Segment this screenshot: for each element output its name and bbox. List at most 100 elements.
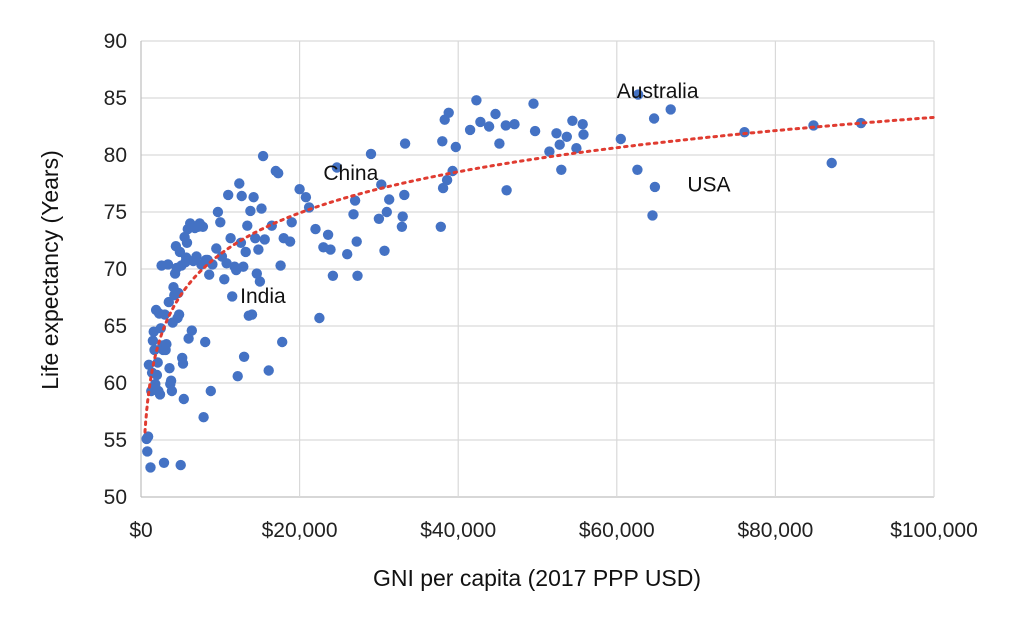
data-point <box>648 113 660 124</box>
data-point <box>191 251 202 262</box>
data-point <box>212 206 224 218</box>
data-point <box>556 164 567 175</box>
data-point <box>471 95 482 106</box>
data-point <box>464 124 476 136</box>
data-point <box>175 459 186 471</box>
data-point <box>219 274 230 285</box>
data-point <box>571 143 582 154</box>
data-point <box>647 210 658 221</box>
data-point <box>632 164 643 175</box>
data-point <box>397 211 408 222</box>
data-point <box>331 162 343 173</box>
data-point <box>165 375 177 386</box>
x-tick-label: $40,000 <box>420 519 496 542</box>
data-point <box>381 206 392 218</box>
data-point <box>567 115 578 127</box>
y-tick-label: 65 <box>104 315 127 338</box>
data-point <box>154 389 166 400</box>
data-point <box>240 246 251 258</box>
data-point <box>215 217 226 228</box>
data-point <box>181 237 193 248</box>
data-point <box>348 209 359 220</box>
y-tick-label: 60 <box>104 372 127 395</box>
data-point <box>483 121 495 132</box>
data-point <box>577 119 588 130</box>
x-tick-label: $80,000 <box>737 519 813 542</box>
data-point <box>649 181 661 193</box>
data-point <box>551 128 562 139</box>
data-point <box>251 268 262 279</box>
y-tick-label: 55 <box>104 429 127 452</box>
data-point <box>561 131 572 142</box>
data-point <box>205 385 216 397</box>
data-point <box>164 363 175 374</box>
data-point <box>314 312 325 324</box>
data-point <box>225 233 236 244</box>
x-tick-label: $0 <box>129 519 152 542</box>
country-annotations: Australia China USA India <box>240 80 730 308</box>
data-point <box>198 412 209 423</box>
y-tick-label: 75 <box>104 201 127 224</box>
data-points <box>141 89 867 473</box>
data-point <box>351 236 362 247</box>
data-point <box>665 104 676 115</box>
x-axis-title: GNI per capita (2017 PPP USD) <box>373 565 701 591</box>
data-point <box>396 221 408 232</box>
data-point <box>349 195 361 206</box>
data-point <box>437 136 448 147</box>
data-point <box>257 150 269 162</box>
data-point <box>322 229 334 240</box>
annotation-india: India <box>240 285 286 308</box>
data-point <box>310 223 321 235</box>
gridlines <box>140 40 935 498</box>
x-tick-label: $20,000 <box>262 519 338 542</box>
data-point <box>325 244 336 255</box>
data-point <box>294 184 305 195</box>
data-point <box>826 157 837 169</box>
data-point <box>475 116 486 128</box>
data-point <box>615 133 626 145</box>
data-point <box>250 233 261 244</box>
data-point <box>204 269 215 280</box>
data-point <box>509 119 520 130</box>
y-tick-label: 50 <box>104 486 127 509</box>
data-point <box>263 365 274 376</box>
data-point <box>166 385 178 397</box>
data-point <box>327 270 339 281</box>
data-point <box>399 138 411 149</box>
data-point <box>259 234 270 245</box>
x-tick-label: $60,000 <box>579 519 655 542</box>
y-tick-label: 70 <box>104 258 127 281</box>
data-point <box>286 217 297 228</box>
data-point <box>300 192 312 203</box>
data-point <box>437 182 449 194</box>
data-point <box>238 351 250 362</box>
data-point <box>443 107 454 119</box>
y-tick-label: 90 <box>104 30 127 53</box>
data-point <box>441 174 453 186</box>
data-point <box>161 339 172 350</box>
data-point <box>450 141 461 153</box>
data-point <box>183 333 194 344</box>
data-point <box>162 259 174 270</box>
data-point <box>528 98 539 109</box>
data-point <box>200 336 211 348</box>
data-point <box>248 192 259 203</box>
data-point <box>178 393 189 405</box>
data-point <box>234 178 245 189</box>
y-axis-tick-labels: 50 55 60 65 70 75 80 85 90 <box>104 30 127 509</box>
data-point <box>544 146 555 157</box>
data-point <box>159 309 170 320</box>
data-point <box>500 120 511 131</box>
data-point <box>855 117 867 129</box>
data-point <box>275 260 286 271</box>
data-point <box>238 261 249 272</box>
data-point <box>277 336 288 348</box>
data-point <box>227 291 238 302</box>
data-point <box>242 220 253 231</box>
data-point <box>246 309 258 320</box>
data-point <box>578 129 589 140</box>
annotation-usa: USA <box>687 173 730 196</box>
data-point <box>342 249 353 260</box>
